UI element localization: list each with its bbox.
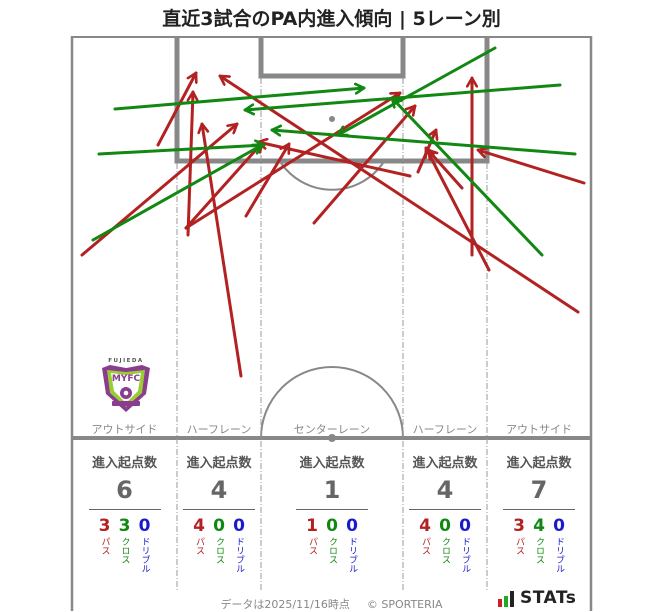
- pass-count: 4: [419, 516, 431, 536]
- stat-divider: [183, 509, 255, 510]
- stat-total: 4: [210, 476, 228, 504]
- page-title: 直近3試合のPA内進入傾向 | 5レーン別: [162, 8, 501, 30]
- pass-label: パス: [420, 537, 430, 555]
- pass-label: パス: [99, 537, 110, 555]
- stat-breakdown: 4 パス 0 クロス 0 ドリブル: [403, 516, 487, 573]
- cross-arrow: [97, 145, 266, 156]
- lane-label-outside-left: アウトサイド: [91, 423, 158, 436]
- club-logo-name: MYFC: [112, 374, 141, 384]
- cross-arrows: [91, 46, 577, 257]
- dribble-count: 0: [233, 516, 245, 536]
- pass-label: パス: [194, 537, 204, 555]
- dribble-count: 0: [346, 516, 358, 536]
- stats-brand-logo: STATs: [498, 589, 576, 607]
- club-logo-top-text: FUJIEDA: [108, 358, 143, 364]
- lane-label-outside-right: アウトサイド: [506, 423, 572, 436]
- cross-label: クロス: [327, 537, 337, 564]
- pass-arrow: [416, 128, 436, 174]
- cross-arrow: [336, 46, 497, 137]
- dribble-count: 0: [138, 516, 151, 536]
- dribble-label: ドリブル: [460, 537, 470, 573]
- cross-count: 0: [326, 516, 338, 536]
- pass-count: 3: [513, 516, 525, 536]
- footer-credit: データは2025/11/16時点 © SPORTERIA: [0, 596, 663, 612]
- stat-header: 進入起点数: [91, 456, 157, 471]
- stat-breakdown: 3 パス 4 クロス 0 ドリブル: [487, 516, 591, 573]
- stat-divider: [409, 509, 481, 510]
- stat-total: 7: [530, 476, 548, 504]
- lane-stats-outside-right: 進入起点数 7 3 パス 4 クロス 0 ドリブル: [487, 452, 591, 573]
- stat-divider: [88, 509, 161, 510]
- pass-arrow: [202, 122, 243, 378]
- cross-label: クロス: [534, 537, 544, 564]
- pass-label: パス: [514, 537, 524, 555]
- stat-total: 4: [436, 476, 454, 504]
- pass-arrow: [184, 141, 264, 230]
- dribble-label: ドリブル: [554, 537, 564, 573]
- cross-count: 3: [118, 516, 131, 536]
- stats-logo-bar-black-icon: [510, 591, 514, 607]
- pass-arrow: [244, 142, 291, 218]
- cross-arrow: [91, 143, 264, 242]
- copyright-text: © SPORTERIA: [366, 598, 443, 611]
- dribble-label: ドリブル: [347, 537, 357, 573]
- stat-breakdown: 1 パス 0 クロス 0 ドリブル: [261, 516, 403, 573]
- stat-header: 進入起点数: [506, 456, 572, 471]
- cross-arrow: [243, 83, 562, 110]
- stats-logo-bar-green-icon: [504, 596, 508, 607]
- stat-total: 6: [116, 476, 133, 504]
- stat-header: 進入起点数: [186, 456, 252, 471]
- pass-arrow: [476, 150, 586, 185]
- dribble-count: 0: [459, 516, 471, 536]
- pitch-lines: [70, 36, 593, 611]
- stat-breakdown: 4 パス 0 クロス 0 ドリブル: [177, 516, 261, 573]
- lane-stats-outside-left: 進入起点数 6 3 パス 3 クロス 0 ドリブル: [72, 452, 177, 573]
- stat-total: 1: [323, 476, 341, 504]
- cross-label: クロス: [119, 537, 130, 564]
- club-crest-icon: FUJIEDA MYFC: [102, 358, 150, 412]
- lane-stats-halfspace-right: 進入起点数 4 4 パス 0 クロス 0 ドリブル: [403, 452, 487, 573]
- stat-divider: [296, 509, 368, 510]
- cross-count: 4: [533, 516, 545, 536]
- stat-header: 進入起点数: [299, 456, 365, 471]
- pass-arrow: [156, 71, 196, 147]
- cross-label: クロス: [214, 537, 224, 564]
- pass-arrow: [426, 146, 491, 272]
- pass-count: 4: [193, 516, 205, 536]
- pass-arrow: [312, 104, 417, 225]
- pass-label: パス: [307, 537, 317, 555]
- lane-label-halfspace-right: ハーフレーン: [412, 423, 478, 436]
- cross-arrow: [113, 88, 366, 111]
- cross-label: クロス: [440, 537, 450, 564]
- stats-logo-bar-red-icon: [498, 599, 502, 607]
- lane-label-center: センターレーン: [293, 423, 371, 436]
- stats-logo-text: STATs: [520, 588, 577, 608]
- dribble-label: ドリブル: [234, 537, 244, 573]
- lane-stats-center: 進入起点数 1 1 パス 0 クロス 0 ドリブル: [261, 452, 403, 573]
- dribble-count: 0: [553, 516, 565, 536]
- stat-breakdown: 3 パス 3 クロス 0 ドリブル: [72, 516, 177, 573]
- pass-arrow: [218, 74, 580, 314]
- pass-arrow: [426, 148, 464, 190]
- pass-arrow: [184, 91, 402, 230]
- stat-header: 進入起点数: [412, 456, 478, 471]
- pass-count: 1: [306, 516, 318, 536]
- cross-count: 0: [213, 516, 225, 536]
- data-date-text: データは2025/11/16時点: [220, 598, 350, 611]
- pass-arrow: [256, 142, 412, 178]
- stat-divider: [503, 509, 575, 510]
- cross-arrow: [390, 96, 544, 257]
- lane-stats-halfspace-left: 進入起点数 4 4 パス 0 クロス 0 ドリブル: [177, 452, 261, 573]
- cross-count: 0: [439, 516, 451, 536]
- lane-label-halfspace-left: ハーフレーン: [186, 423, 252, 436]
- cross-arrow: [270, 130, 577, 156]
- pass-count: 3: [98, 516, 111, 536]
- dribble-label: ドリブル: [139, 537, 150, 573]
